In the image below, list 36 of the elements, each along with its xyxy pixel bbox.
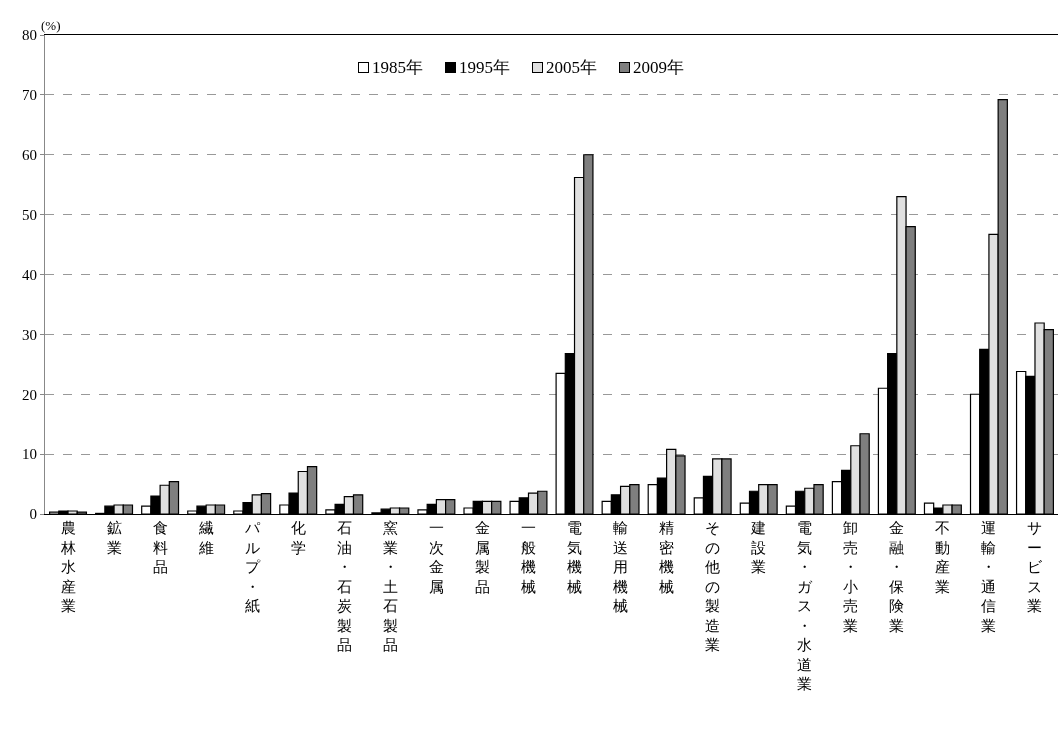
y-tick-label: 60	[22, 147, 37, 163]
x-tick-label: 電気機械	[567, 520, 583, 595]
x-tick-label: 化学	[290, 520, 306, 556]
y-tick-label: 30	[22, 326, 37, 343]
x-tick-label: 運輸・通信業	[981, 520, 997, 634]
y-tick-label: 40	[22, 266, 37, 283]
x-tick-label: 不動産業	[935, 520, 951, 595]
x-tick-label: 輸送用機械	[613, 520, 629, 614]
x-tick-label: 卸売・小売業	[843, 520, 859, 634]
y-tick-label: 80	[22, 27, 37, 44]
x-tick-label: 一次金属	[428, 520, 444, 595]
legend-label: 1995年	[459, 57, 511, 80]
x-tick-label: 金属製品	[474, 520, 490, 595]
x-tick-label: 精密機械	[659, 520, 675, 595]
x-tick-label: サービス業	[1027, 520, 1044, 614]
x-tick-label: 鉱業	[106, 520, 122, 556]
y-tick-label: 50	[22, 206, 37, 223]
category-label: 電気・ガス・水道業	[797, 520, 813, 692]
x-tick-label: 繊維	[197, 520, 214, 556]
x-tick-label: パルプ・紙	[243, 520, 261, 614]
x-tick-label: 建設業	[750, 520, 767, 575]
x-tick-label: 金融・保険業	[889, 520, 905, 634]
x-tick-label: 窯業・土石製品	[382, 520, 398, 653]
legend-label: 2005年	[546, 57, 598, 80]
legend-label: 2009年	[633, 57, 685, 80]
x-tick-label: 農林水産業	[59, 520, 76, 614]
x-tick-label: 一般機械	[520, 520, 536, 595]
x-tick-label: 食料品	[152, 520, 168, 575]
x-tick-label: 石油・石炭製品	[336, 520, 352, 653]
y-tick-label: 0	[29, 506, 37, 523]
y-axis-title: (%)	[41, 18, 61, 33]
x-tick-label: その他の製造業	[705, 520, 721, 653]
y-tick-label: 70	[22, 87, 37, 104]
y-tick-label: 20	[22, 386, 37, 403]
y-tick-label: 10	[22, 446, 37, 463]
legend-label: 1985年	[372, 57, 424, 80]
